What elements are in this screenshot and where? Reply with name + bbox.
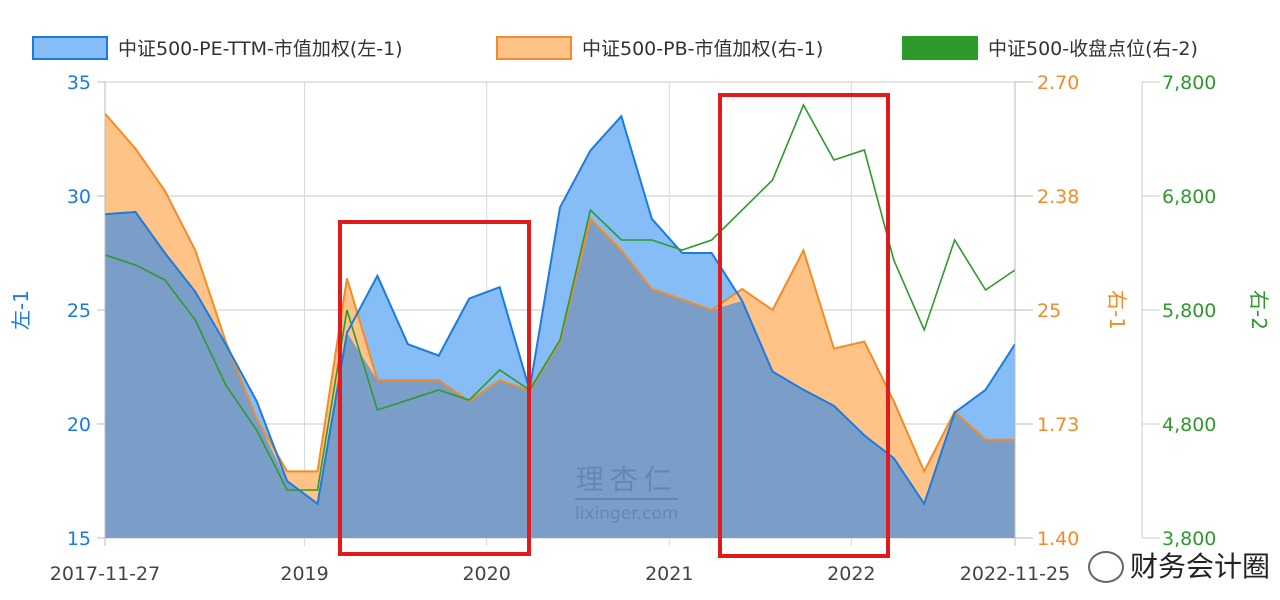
source-badge: 财务会计圈 [1088, 550, 1270, 584]
legend-item-close[interactable]: 中证500-收盘点位(右-2) [902, 34, 1198, 61]
legend-swatch-pb [496, 35, 572, 60]
highlight-box-2019 [338, 220, 531, 556]
tick-label-left: 25 [67, 300, 91, 322]
axis-title-left: 左-1 [9, 290, 33, 330]
tick-label-left: 35 [67, 72, 91, 94]
x-tick-label: 2022-11-25 [960, 563, 1070, 585]
tick-label-right1: 2.38 [1037, 186, 1079, 208]
axis-title-right1: 右-1 [1105, 290, 1129, 330]
tick-label-right2: 4,800 [1162, 414, 1216, 436]
axis-title-right2: 右-2 [1247, 290, 1271, 330]
legend-label-pe: 中证500-PE-TTM-市值加权(左-1) [118, 38, 403, 60]
tick-label-right1: 1.73 [1037, 414, 1079, 436]
lixinger-watermark: 理杏仁 lixinger.com [575, 458, 679, 524]
x-tick-label: 2021 [645, 563, 693, 585]
tick-label-right2: 5,800 [1162, 300, 1216, 322]
legend-swatch-pe [32, 35, 108, 60]
legend-label-close: 中证500-收盘点位(右-2) [988, 38, 1198, 60]
wechat-icon [1088, 551, 1124, 583]
tick-label-left: 30 [67, 186, 91, 208]
tick-label-left: 15 [67, 528, 91, 550]
legend-label-pb: 中证500-PB-市值加权(右-1) [582, 38, 824, 60]
x-tick-label: 2019 [280, 563, 328, 585]
x-tick-label: 2020 [462, 563, 510, 585]
tick-label-right2: 6,800 [1162, 186, 1216, 208]
watermark-cn: 理杏仁 [575, 458, 679, 500]
x-tick-label: 2022 [827, 563, 875, 585]
legend-item-pe[interactable]: 中证500-PE-TTM-市值加权(左-1) [32, 34, 403, 61]
overlap-area [105, 211, 1015, 538]
tick-label-right1: 1.40 [1037, 528, 1079, 550]
tick-label-right1: 25 [1037, 300, 1061, 322]
legend-swatch-close [902, 35, 978, 60]
tick-label-right2: 7,800 [1162, 72, 1216, 94]
source-badge-text: 财务会计圈 [1130, 550, 1271, 583]
legend-item-pb[interactable]: 中证500-PB-市值加权(右-1) [496, 34, 823, 61]
watermark-en: lixinger.com [575, 504, 679, 524]
tick-label-right2: 3,800 [1162, 528, 1216, 550]
highlight-box-2021 [718, 93, 890, 558]
legend: 中证500-PE-TTM-市值加权(左-1) 中证500-PB-市值加权(右-1… [0, 34, 1280, 68]
tick-label-left: 20 [67, 414, 91, 436]
x-tick-label: 2017-11-27 [50, 563, 160, 585]
tick-label-right1: 2.70 [1037, 72, 1079, 94]
